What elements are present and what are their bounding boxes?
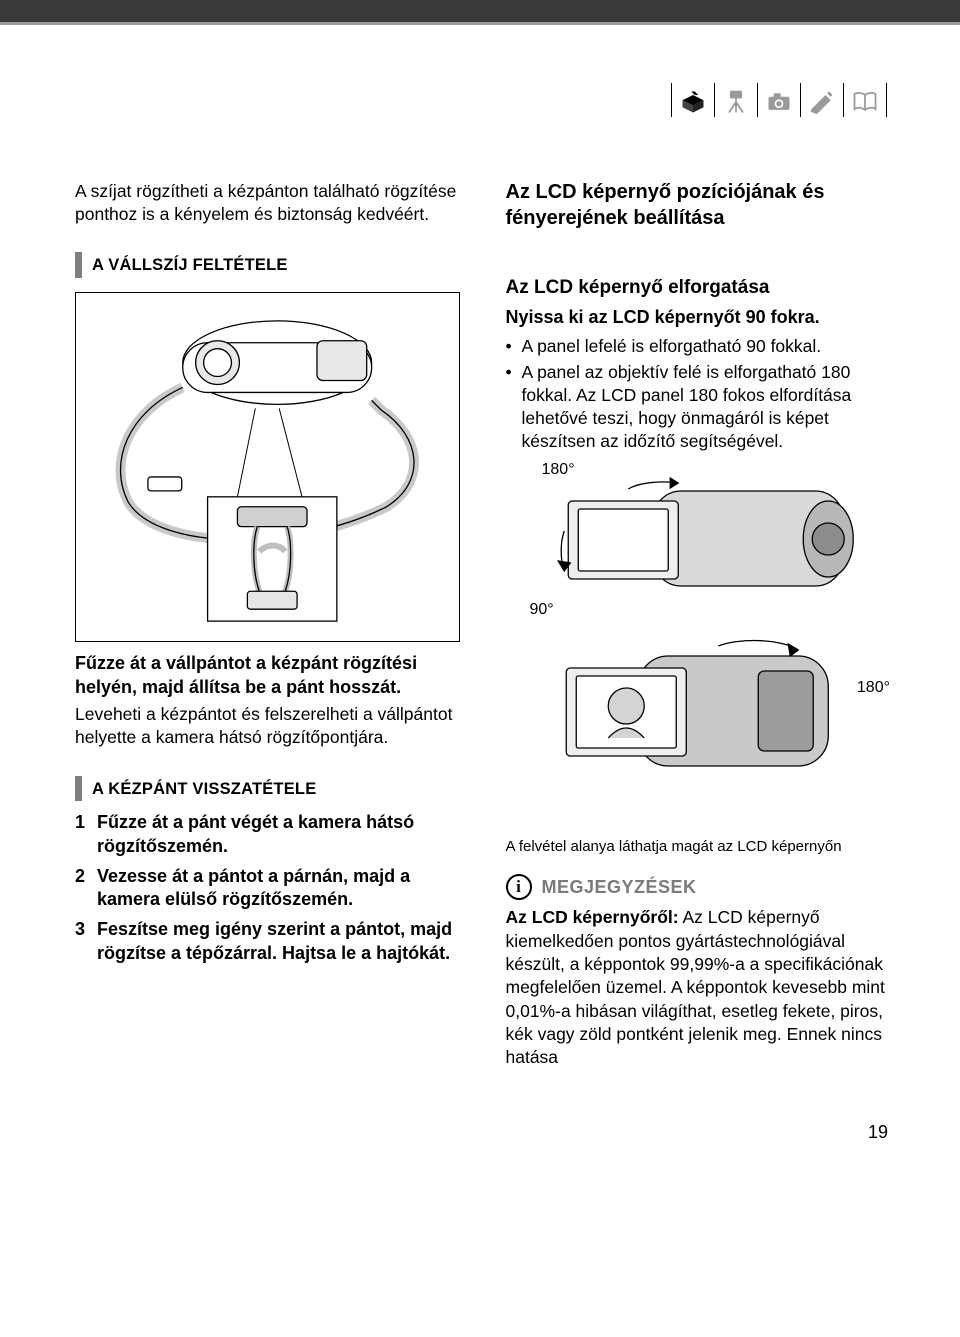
list-item: A panel az objektív felé is elforgatható… (506, 361, 891, 453)
intro-paragraph: A szíjat rögzítheti a kézpánton találhat… (75, 180, 460, 226)
section-marker (75, 252, 82, 278)
lcd-boldline: Nyissa ki az LCD képernyőt 90 fokra. (506, 305, 891, 329)
page-number: 19 (868, 1122, 888, 1143)
list-item: Fűzze át a pánt végét a kamera hátsó rög… (75, 811, 460, 859)
lcd-subhead: Az LCD képernyő elforgatása (506, 277, 891, 299)
two-column-layout: A szíjat rögzítheti a kézpánton találhat… (75, 180, 890, 1069)
top-dark-bar (0, 0, 960, 22)
strap-illustration (75, 292, 460, 642)
notes-body: Az LCD képernyőről: Az LCD képernyő kiem… (506, 906, 891, 1069)
notes-heading: i MEGJEGYZÉSEK (506, 874, 891, 900)
strap-instruction-bold: Fűzze át a vállpántot a kézpánt rögzítés… (75, 652, 460, 700)
section-marker (75, 776, 82, 802)
list-item: A panel lefelé is elforgatható 90 fokkal… (506, 335, 891, 358)
right-column: Az LCD képernyő pozíciójának és fényerej… (506, 180, 891, 1069)
angle-label-90: 90° (530, 601, 554, 619)
lcd-rotation-figures: 180° 90° 180° (506, 461, 891, 831)
section-shoulder-strap: A VÁLLSZÍJ FELTÉTELE (75, 252, 460, 278)
pen-icon (806, 87, 838, 117)
book-icon (849, 87, 881, 117)
section-label: A KÉZPÁNT VISSZATÉTELE (92, 776, 316, 802)
notes-label: MEGJEGYZÉSEK (542, 877, 697, 898)
box-icon (677, 87, 709, 117)
grip-steps-list: Fűzze át a pánt végét a kamera hátsó rög… (75, 811, 460, 966)
lcd-bullets: A panel lefelé is elforgatható 90 fokkal… (506, 335, 891, 452)
notes-lead: Az LCD képernyőről: (506, 907, 679, 927)
info-icon: i (506, 874, 532, 900)
left-column: A szíjat rögzítheti a kézpánton találhat… (75, 180, 460, 1069)
notes-text: Az LCD képernyő kiemelkedően pontos gyár… (506, 907, 885, 1067)
lcd-caption: A felvétel alanya láthatja magát az LCD … (506, 837, 891, 857)
section-grip-belt: A KÉZPÁNT VISSZATÉTELE (75, 776, 460, 802)
strap-instruction-sub: Leveheti a kézpántot és felszerelheti a … (75, 703, 460, 749)
list-item: Feszítse meg igény szerint a pántot, maj… (75, 918, 460, 966)
mode-icon-strip (668, 83, 890, 117)
camera-icon (763, 87, 795, 117)
page: A szíjat rögzítheti a kézpánton találhat… (0, 25, 960, 1109)
tripod-icon (720, 87, 752, 117)
angle-label-180b: 180° (857, 679, 890, 697)
section-label: A VÁLLSZÍJ FELTÉTELE (92, 252, 288, 278)
list-item: Vezesse át a pántot a párnán, majd a kam… (75, 865, 460, 913)
lcd-headline: Az LCD képernyő pozíciójának és fényerej… (506, 180, 891, 231)
angle-label-180: 180° (542, 461, 575, 479)
